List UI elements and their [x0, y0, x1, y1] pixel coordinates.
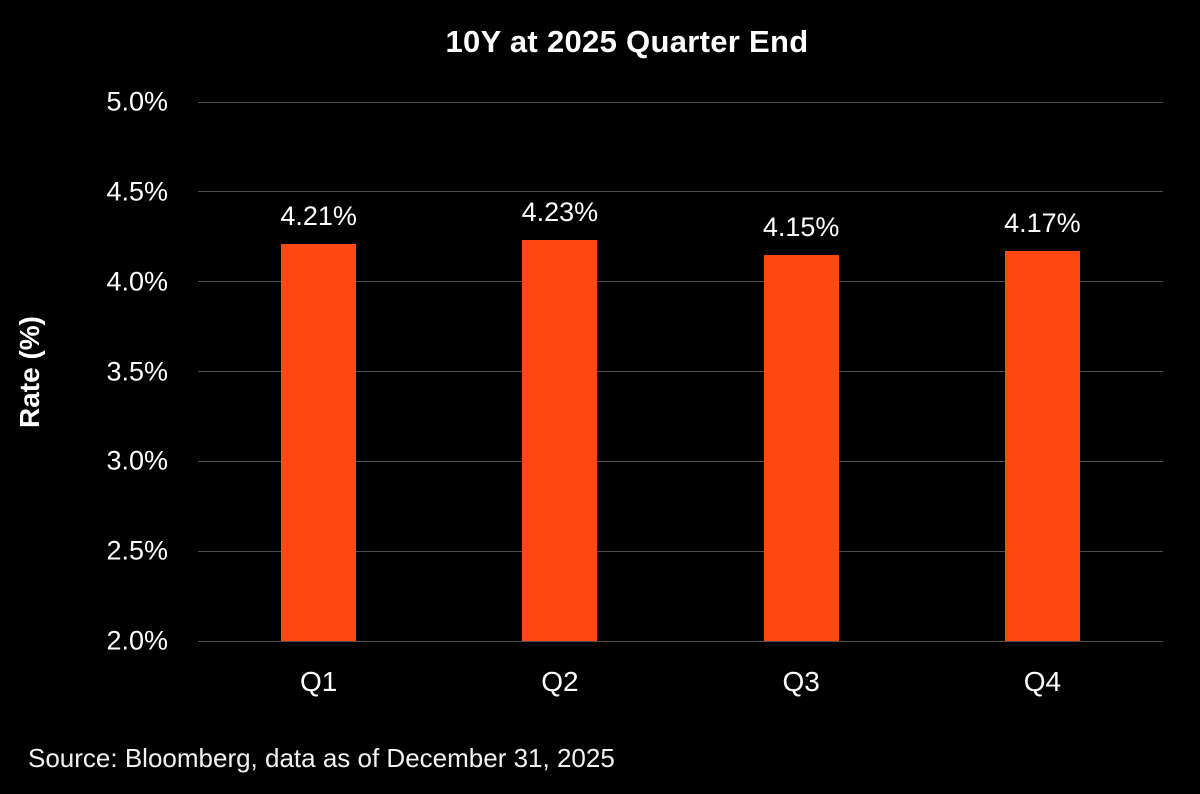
y-tick-label: 2.0%	[106, 625, 168, 656]
y-tick-label: 3.5%	[106, 356, 168, 386]
y-tick-label: 3.0%	[106, 445, 168, 476]
y-tick-label: 2.5%	[106, 535, 168, 566]
bar-value-label: 4.21%	[280, 200, 357, 231]
gridline	[198, 281, 1163, 283]
x-tick-label: Q2	[541, 666, 579, 697]
bar	[1004, 251, 1080, 641]
y-tick-label: 4.5%	[106, 176, 168, 207]
bar	[522, 240, 598, 641]
gridline	[198, 191, 1163, 193]
x-tick-label: Q3	[782, 666, 820, 697]
gridline	[198, 371, 1163, 372]
x-tick-label: Q4	[1023, 666, 1062, 697]
gridline	[198, 640, 1163, 642]
bar-value-label: 4.17%	[1004, 208, 1081, 239]
bar-value-label: 4.15%	[762, 211, 840, 242]
gridline	[198, 101, 1163, 103]
y-tick-label: 4.0%	[106, 266, 168, 297]
bar	[763, 254, 839, 641]
y-tick-label: 5.0%	[106, 86, 168, 117]
x-tick-label: Q1	[299, 666, 338, 697]
gridline	[198, 550, 1163, 552]
plot-area: 4.21% Q1 4.23% Q2 4.15% Q3 4.17% Q4	[198, 101, 1163, 697]
source-note: Source: Bloomberg, data as of December 3…	[28, 743, 615, 773]
bar	[281, 243, 357, 641]
gridline	[198, 460, 1163, 462]
chart-title: 10Y at 2025 Quarter End	[445, 24, 809, 59]
bar-value-label: 4.23%	[521, 197, 599, 228]
